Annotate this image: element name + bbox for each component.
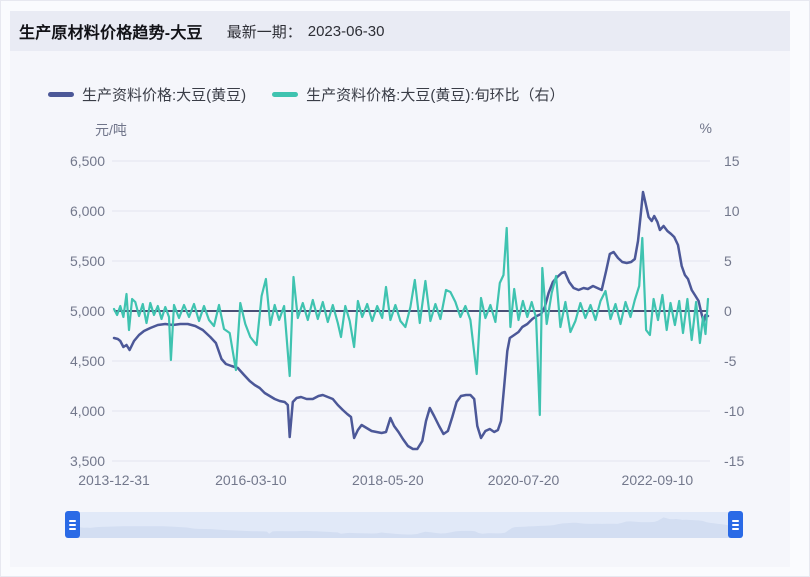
axis-tick-label: 2022-09-10 xyxy=(621,472,694,488)
legend-label-price: 生产资料价格:大豆(黄豆) xyxy=(82,86,247,104)
axis-tick-label: 6,000 xyxy=(69,203,105,219)
axis-tick-label: 0 xyxy=(724,303,732,319)
axis-tick-label: -10 xyxy=(724,403,745,419)
minimap-area xyxy=(73,517,736,538)
y-axis-unit-right: % xyxy=(699,120,712,136)
axis-tick-label: 2016-03-10 xyxy=(215,472,287,488)
axis-tick-label: -15 xyxy=(724,453,745,469)
datazoom-minimap xyxy=(73,517,736,538)
latest-period-label: 最新一期： xyxy=(226,23,302,41)
price-line xyxy=(112,190,710,451)
legend-swatch-price xyxy=(48,91,74,97)
chart-legend: 生产资料价格:大豆(黄豆) 生产资料价格:大豆(黄豆):旬环比（右） xyxy=(48,84,565,104)
page-title: 生产原材料价格趋势-大豆 xyxy=(19,25,203,42)
latest-period-date: 2023-06-30 xyxy=(307,22,385,40)
axis-tick-label: 4,500 xyxy=(69,353,105,369)
axis-tick-label: 2013-12-31 xyxy=(78,472,150,488)
legend-label-pct: 生产资料价格:大豆(黄豆):旬环比（右） xyxy=(306,86,565,104)
legend-item-price[interactable]: 生产资料价格:大豆(黄豆) xyxy=(48,84,246,105)
axis-tick-label: 2018-05-20 xyxy=(352,472,424,488)
grip-lines-icon xyxy=(69,519,76,522)
line-chart-plot xyxy=(112,160,710,462)
axis-tick-label: 3,500 xyxy=(69,453,105,469)
axis-tick-label: 5,000 xyxy=(69,303,105,319)
legend-swatch-pct xyxy=(272,91,299,97)
y-axis-unit-left: 元/吨 xyxy=(95,122,127,138)
datazoom-track[interactable] xyxy=(73,512,736,538)
chart-header: 生产原材料价格趋势-大豆 最新一期： 2023-06-30 xyxy=(10,11,790,51)
axis-tick-label: 15 xyxy=(724,153,740,169)
axis-tick-label: 10 xyxy=(724,203,740,219)
axis-tick-label: 5 xyxy=(724,253,732,269)
chart-card: 生产资料价格:大豆(黄豆) 生产资料价格:大豆(黄豆):旬环比（右） 元/吨 %… xyxy=(10,51,790,567)
axis-tick-label: 6,500 xyxy=(69,153,105,169)
axis-tick-label: 2020-07-20 xyxy=(487,472,560,488)
datazoom-handle-right[interactable] xyxy=(728,511,743,538)
axis-tick-label: 4,000 xyxy=(69,403,105,419)
datazoom-handle-left[interactable] xyxy=(65,511,80,538)
legend-item-pct[interactable]: 生产资料价格:大豆(黄豆):旬环比（右） xyxy=(272,84,565,105)
axis-tick-label: -5 xyxy=(724,353,737,369)
axis-tick-label: 5,500 xyxy=(69,253,105,269)
pct-change-line xyxy=(112,226,710,417)
grip-lines-icon xyxy=(732,519,739,522)
